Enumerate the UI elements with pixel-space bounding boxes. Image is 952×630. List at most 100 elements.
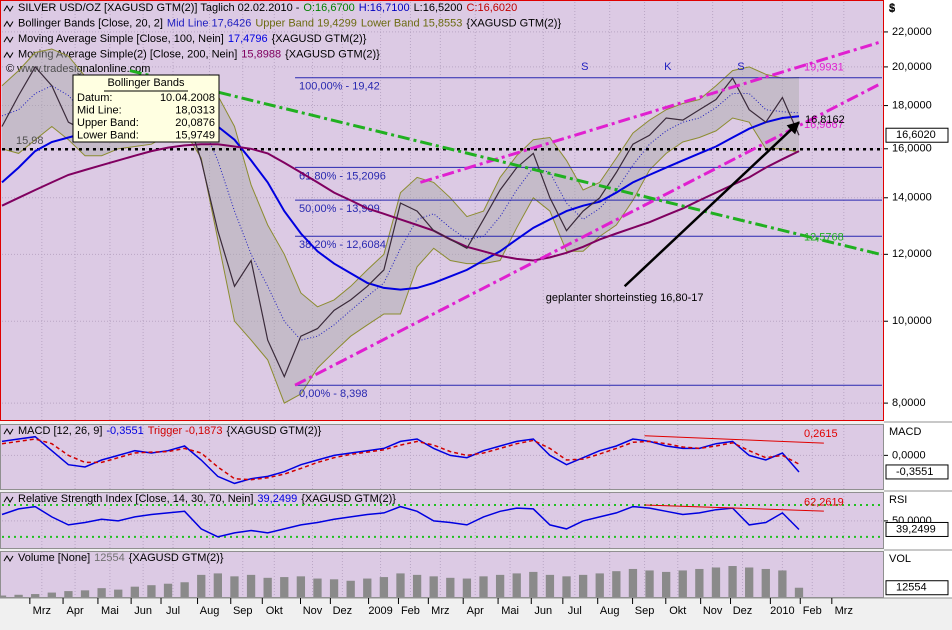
panel-header: Bollinger Bands [Close, 20, 2] Mid Line 1… <box>18 17 561 29</box>
trendline-label: 12,5768 <box>804 232 844 244</box>
x-tick-label: Mai <box>101 605 119 617</box>
value-tag <box>885 580 949 596</box>
pattern-label: K <box>664 61 672 73</box>
x-tick-label: Aug <box>600 605 620 617</box>
volume-bar <box>462 578 472 597</box>
arrow-note: geplanter shorteinstieg 16,80-17 <box>546 292 704 304</box>
price-tag-label: 16,6020 <box>896 129 936 141</box>
fib-label: 0,00% - 8,398 <box>299 388 368 400</box>
panel-header: Relative Strength Index [Close, 14, 30, … <box>18 493 396 505</box>
x-tick-label: Nov <box>303 605 323 617</box>
volume-bar <box>678 570 687 597</box>
trendline-label: 19,9931 <box>804 61 844 73</box>
header-segment: Bollinger Bands [Close, 20, 2] <box>18 17 163 29</box>
info-value: 20,0876 <box>175 117 215 129</box>
x-tick-label: Jun <box>134 605 152 617</box>
volume-bar <box>495 574 505 597</box>
trendline <box>644 504 824 512</box>
y-tick-label: 12,0000 <box>892 248 932 260</box>
info-key: Upper Band: <box>77 117 139 129</box>
arrow-label: 16,8162 <box>805 114 845 126</box>
x-tick-label: 2009 <box>368 605 392 617</box>
row-icon <box>3 51 14 59</box>
volume-bar <box>280 577 289 597</box>
x-tick-label: 2010 <box>770 605 794 617</box>
info-value: 10.04.2008 <box>160 92 215 104</box>
header-segment: Moving Average Simple(2) [Close, 200, Ne… <box>18 48 237 60</box>
volume-bar <box>778 570 787 597</box>
header-segment: {XAGUSD GTM(2)} <box>301 493 396 505</box>
x-tick-label: Mai <box>501 605 519 617</box>
panel-header: Moving Average Simple(2) [Close, 200, Ne… <box>18 48 380 60</box>
volume-bar <box>97 588 106 597</box>
volume-bar <box>346 580 355 597</box>
x-tick-label: Jul <box>568 605 582 617</box>
value-tag-label: 12554 <box>896 582 927 594</box>
volume-bar <box>31 594 40 597</box>
volume-bar <box>213 573 222 597</box>
header-segment: SILVER USD/OZ [XAGUSD GTM(2)] Taglich 02… <box>18 2 300 14</box>
y-tick-label: 18,0000 <box>892 99 932 111</box>
info-box <box>72 74 220 143</box>
trendline <box>294 82 882 387</box>
x-tick-label: Mrz <box>33 605 51 617</box>
header-segment: L:16,5200 <box>414 2 463 14</box>
info-key: Mid Line: <box>77 104 122 116</box>
row-icon <box>3 36 14 43</box>
panel-header: MACD [12, 26, 9] -0,3551 Trigger -0,1873 {X… <box>18 425 322 437</box>
x-tick-label: Okt <box>266 605 283 617</box>
lower-band <box>1 117 800 404</box>
value-tag <box>885 521 949 537</box>
axis-name: VOL <box>889 553 911 565</box>
pattern-label: S <box>737 61 744 73</box>
info-key: Lower Band: <box>77 129 139 141</box>
indicator-line <box>1 435 800 485</box>
header-segment: 17,4796 <box>228 33 268 45</box>
info-key: Datum: <box>77 92 112 104</box>
volume-bar <box>396 573 405 597</box>
value-tag <box>885 464 949 480</box>
header-segment: Upper Band 19,4299 <box>255 17 357 29</box>
volume-bar <box>263 577 272 597</box>
price-tag <box>885 127 949 143</box>
header-segment: Volume [None] <box>18 552 90 564</box>
header-segment: -0,3551 <box>106 425 143 437</box>
volume-bar <box>329 579 339 597</box>
fib-label: 50,00% - 13,909 <box>299 203 380 215</box>
x-tick-label: Feb <box>401 605 420 617</box>
y-tick-label: 10,0000 <box>892 315 932 327</box>
x-tick-label: Aug <box>200 605 220 617</box>
volume-bar <box>695 568 704 597</box>
axis-name: RSI <box>889 494 907 506</box>
y-tick-label: 16,0000 <box>892 143 932 155</box>
rsi-panel <box>0 492 884 549</box>
x-tick-label: Dez <box>733 605 753 617</box>
macd-panel <box>0 424 884 490</box>
x-tick-label: Jul <box>166 605 180 617</box>
header-segment: Relative Strength Index [Close, 14, 30, … <box>18 493 253 505</box>
volume-bar <box>14 594 23 597</box>
volume-bar <box>80 590 90 597</box>
panel-header: Volume [None] 12554 {XAGUSD GTM(2)} <box>18 552 224 564</box>
fib-label: 38,20% - 12,6084 <box>299 239 386 251</box>
volume-bar <box>529 571 538 597</box>
trendline <box>644 435 824 444</box>
row-icon <box>3 5 14 12</box>
value-tag-label: 39,2499 <box>896 523 936 535</box>
x-tick-label: Mrz <box>431 605 449 617</box>
x-tick-label: Apr <box>467 605 484 617</box>
trendline <box>129 69 881 256</box>
header-segment: MACD [12, 26, 9] <box>18 425 102 437</box>
moving-average <box>1 143 800 262</box>
header-segment: {XAGUSD GTM(2)} <box>129 552 224 564</box>
volume-bar <box>429 576 438 597</box>
volume-bar <box>412 574 422 597</box>
volume-bar <box>130 586 139 597</box>
y-tick-label: 22,0000 <box>892 26 932 38</box>
header-segment: {XAGUSD GTM(2)} <box>466 17 561 29</box>
arrow <box>623 121 800 288</box>
volume-bar <box>363 578 372 597</box>
volume-bar <box>595 573 604 597</box>
trendline-label: 62,2619 <box>804 496 844 508</box>
volume-bar <box>114 589 123 597</box>
